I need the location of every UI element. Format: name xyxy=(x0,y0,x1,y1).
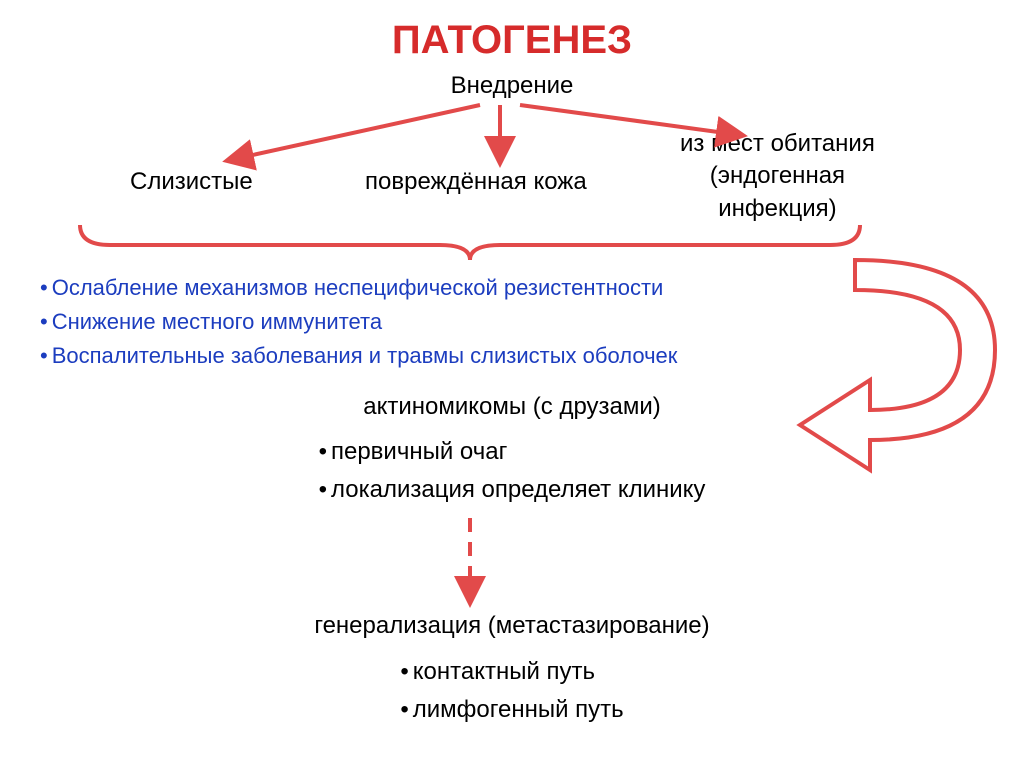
root-node: Внедрение xyxy=(451,72,574,100)
stage2-item: контактный путь xyxy=(400,658,623,686)
factor-item: Воспалительные заболевания и травмы слиз… xyxy=(40,343,677,369)
arrow-to-left xyxy=(230,105,480,160)
page-title: ПАТОГЕНЕЗ xyxy=(392,18,632,63)
factor-item: Снижение местного иммунитета xyxy=(40,309,677,335)
stage1-item: локализация определяет клинику xyxy=(319,476,706,504)
factor-list: Ослабление механизмов неспецифической ре… xyxy=(40,275,677,377)
branch-right: из мест обитания (эндогенная инфекция) xyxy=(680,128,875,225)
factor-item: Ослабление механизмов неспецифической ре… xyxy=(40,275,677,301)
stage1-label: актиномикомы (с друзами) xyxy=(363,393,661,421)
branch-left: Слизистые xyxy=(130,168,253,196)
branch-right-line1: из мест обитания xyxy=(680,128,875,160)
branch-right-line3: инфекция) xyxy=(680,193,875,225)
stage2-items: контактный путь лимфогенный путь xyxy=(400,658,623,724)
stage1-items: первичный очаг локализация определяет кл… xyxy=(319,438,706,504)
stage2-item: лимфогенный путь xyxy=(400,696,623,724)
curved-arrow-icon xyxy=(800,260,995,470)
brace-icon xyxy=(80,225,860,260)
branch-right-line2: (эндогенная xyxy=(680,160,875,192)
stage2-label: генерализация (метастазирование) xyxy=(314,612,709,640)
diagram-arrows xyxy=(0,0,1024,767)
stage1-item: первичный очаг xyxy=(319,438,706,466)
branch-center: повреждённая кожа xyxy=(365,168,587,196)
